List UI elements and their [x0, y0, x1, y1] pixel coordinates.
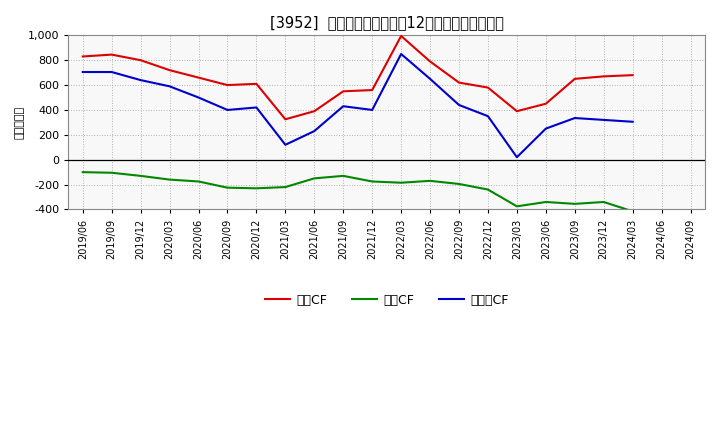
営業CF: [281, 117, 289, 122]
営業CF: [194, 75, 203, 80]
フリーCF: [223, 107, 232, 113]
営業CF: [339, 89, 348, 94]
フリーCF: [541, 126, 550, 131]
営業CF: [455, 80, 464, 85]
投賃CF: [223, 185, 232, 191]
Line: 投賃CF: 投賃CF: [83, 172, 633, 211]
フリーCF: [368, 107, 377, 113]
営業CF: [368, 88, 377, 93]
投賃CF: [194, 179, 203, 184]
投賃CF: [570, 201, 579, 206]
投賃CF: [368, 179, 377, 184]
フリーCF: [166, 84, 174, 89]
営業CF: [426, 59, 434, 64]
フリーCF: [281, 142, 289, 147]
フリーCF: [570, 115, 579, 121]
フリーCF: [397, 51, 405, 57]
投賃CF: [310, 176, 319, 181]
営業CF: [397, 33, 405, 39]
フリーCF: [484, 114, 492, 119]
営業CF: [252, 81, 261, 87]
投賃CF: [426, 178, 434, 183]
投賃CF: [166, 177, 174, 182]
営業CF: [513, 109, 521, 114]
Line: 営業CF: 営業CF: [83, 36, 633, 119]
フリーCF: [513, 154, 521, 160]
投賃CF: [78, 169, 87, 175]
営業CF: [570, 76, 579, 81]
投賃CF: [136, 173, 145, 179]
投賃CF: [599, 199, 608, 205]
営業CF: [599, 74, 608, 79]
投賃CF: [455, 181, 464, 187]
投賃CF: [541, 199, 550, 205]
Title: [3952]  キャッシュフローの12か月移動合計の推移: [3952] キャッシュフローの12か月移動合計の推移: [270, 15, 503, 30]
Legend: 営業CF, 投賃CF, フリーCF: 営業CF, 投賃CF, フリーCF: [260, 289, 513, 312]
投賃CF: [484, 187, 492, 192]
フリーCF: [78, 70, 87, 75]
フリーCF: [599, 117, 608, 123]
営業CF: [136, 58, 145, 63]
投賃CF: [629, 209, 637, 214]
フリーCF: [310, 128, 319, 134]
投賃CF: [397, 180, 405, 185]
営業CF: [541, 101, 550, 106]
フリーCF: [136, 77, 145, 83]
投賃CF: [107, 170, 116, 176]
Line: フリーCF: フリーCF: [83, 54, 633, 157]
フリーCF: [455, 103, 464, 108]
投賃CF: [252, 186, 261, 191]
営業CF: [310, 109, 319, 114]
営業CF: [107, 52, 116, 57]
投賃CF: [281, 184, 289, 190]
営業CF: [78, 54, 87, 59]
営業CF: [484, 85, 492, 90]
投賃CF: [339, 173, 348, 179]
フリーCF: [426, 76, 434, 81]
営業CF: [166, 67, 174, 73]
フリーCF: [194, 95, 203, 100]
投賃CF: [513, 204, 521, 209]
フリーCF: [107, 70, 116, 75]
Y-axis label: （百万円）: （百万円）: [15, 106, 25, 139]
営業CF: [223, 82, 232, 88]
営業CF: [629, 73, 637, 78]
フリーCF: [252, 105, 261, 110]
フリーCF: [339, 103, 348, 109]
フリーCF: [629, 119, 637, 125]
